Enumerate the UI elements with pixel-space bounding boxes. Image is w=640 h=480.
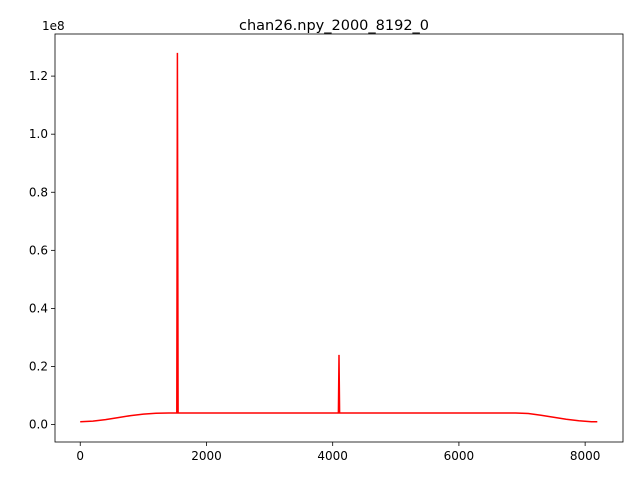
x-tick-label: 4000 xyxy=(317,449,348,463)
x-tick-label: 2000 xyxy=(191,449,222,463)
x-tick-label: 8000 xyxy=(570,449,601,463)
y-tick-label: 0.0 xyxy=(29,418,48,432)
y-tick-label: 0.8 xyxy=(29,185,48,199)
y-tick-label: 0.4 xyxy=(29,301,48,315)
chart-title: chan26.npy_2000_8192_0 xyxy=(239,18,429,34)
y-tick-label: 1.0 xyxy=(29,127,48,141)
x-axis: 0 2000 4000 6000 8000 xyxy=(76,442,600,463)
data-series-line xyxy=(80,52,598,423)
y-tick-label: 0.2 xyxy=(29,359,48,373)
y-axis: 0.0 0.2 0.4 0.6 0.8 1.0 1.2 xyxy=(29,69,55,432)
y-tick-label: 0.6 xyxy=(29,243,48,257)
y-offset-label: 1e8 xyxy=(42,19,65,33)
x-tick-label: 0 xyxy=(76,449,84,463)
x-tick-label: 6000 xyxy=(444,449,475,463)
axes-frame xyxy=(54,33,624,443)
y-tick-label: 1.2 xyxy=(29,69,48,83)
